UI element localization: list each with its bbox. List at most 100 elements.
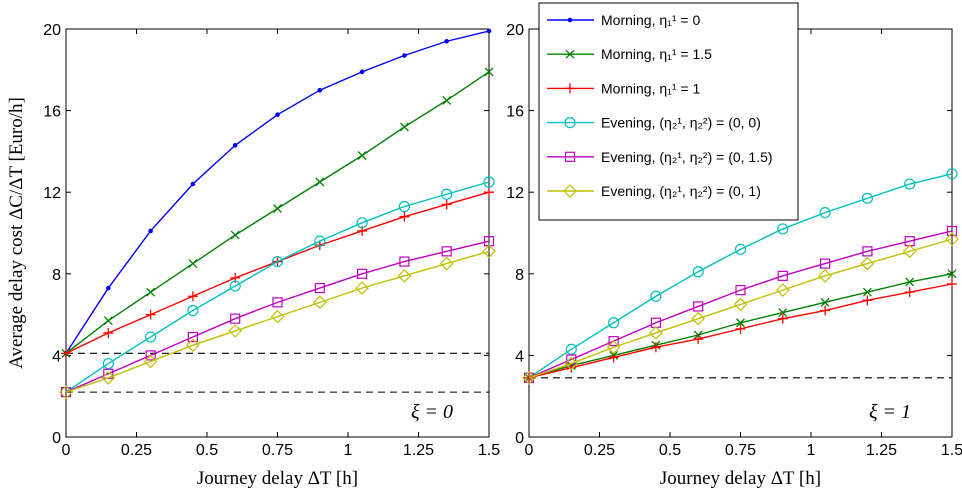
- data-point: [486, 28, 492, 34]
- panel-annotation: ξ = 1: [869, 401, 911, 423]
- data-point: [563, 184, 577, 198]
- legend: Morning, η₁¹ = 0 Morning, η₁¹ = 1.5 Mornin…: [538, 2, 799, 221]
- data-point: [734, 243, 747, 255]
- x-tick-label: 1: [344, 442, 353, 459]
- data-point: [271, 255, 284, 268]
- data-point: [692, 266, 704, 278]
- legend-label: Morning, η₁¹ = 1.5: [601, 46, 712, 62]
- legend-label: Morning, η₁¹ = 0: [601, 12, 700, 28]
- data-series: [59, 244, 496, 399]
- x-tick-label: 0: [525, 442, 534, 459]
- data-point: [230, 230, 240, 240]
- data-point: [102, 357, 114, 370]
- data-point: [232, 142, 238, 148]
- legend-entry: Evening, (η₂¹, η₂²) = (0, 1): [547, 183, 761, 199]
- data-point: [608, 336, 619, 347]
- x-tick-label: 1: [807, 442, 816, 459]
- left-chart-panel: 0 0.25 0.5 0.75 1 1.25 1.5 0 4 8 12 16 20 Journey del…: [6, 22, 500, 489]
- y-tick-label: 0: [515, 430, 524, 447]
- data-point: [819, 258, 831, 269]
- legend-entry: Evening, (η₂¹, η₂²) = (0, 1.5): [547, 149, 773, 165]
- y-tick-label: 8: [52, 267, 61, 284]
- data-point: [357, 268, 368, 279]
- data-point: [273, 204, 282, 213]
- data-point: [733, 297, 748, 312]
- data-point: [484, 187, 494, 198]
- data-point: [357, 151, 367, 160]
- y-axis-label: Average delay cost ΔC/ΔT [Euro/h]: [6, 97, 27, 369]
- data-point: [145, 309, 156, 320]
- data-point: [818, 268, 832, 283]
- legend-label: Morning, η₁¹ = 1: [601, 80, 700, 96]
- data-point: [904, 287, 915, 298]
- data-point: [359, 69, 365, 75]
- data-point: [187, 291, 198, 302]
- data-point: [945, 232, 959, 246]
- legend-entry: Morning, η₁¹ = 1.5: [547, 46, 712, 62]
- data-point: [522, 370, 536, 385]
- x-tick-label: 0.5: [196, 442, 218, 459]
- data-point: [523, 372, 535, 383]
- data-point: [947, 279, 957, 289]
- x-tick-label: 0: [62, 442, 71, 459]
- data-point: [693, 334, 704, 345]
- data-point: [399, 256, 410, 267]
- data-point: [61, 348, 71, 359]
- data-point: [736, 318, 745, 328]
- legend-label: Evening, (η₂¹, η₂²) = (0, 1): [601, 183, 761, 199]
- data-point: [399, 122, 409, 132]
- data-point: [820, 297, 830, 307]
- y-tick-label: 20: [506, 22, 524, 39]
- x-tick-label: 0.5: [659, 442, 681, 459]
- x-tick-label: 0.25: [584, 442, 615, 459]
- data-point: [145, 350, 156, 361]
- x-tick-label: 1.5: [478, 442, 500, 459]
- y-tick-label: 0: [52, 430, 61, 447]
- data-series: [523, 168, 958, 384]
- data-point: [904, 178, 916, 190]
- data-point: [607, 317, 620, 329]
- data-point: [355, 281, 369, 295]
- data-point: [312, 295, 327, 310]
- data-point: [946, 168, 958, 180]
- legend-label: Evening, (η₂¹, η₂²) = (0, 1.5): [601, 149, 773, 165]
- data-point: [735, 285, 746, 296]
- data-point: [565, 83, 575, 94]
- x-tick-label: 1.25: [403, 442, 434, 459]
- data-point: [439, 256, 454, 271]
- y-tick-label: 12: [43, 185, 61, 202]
- data-point: [483, 176, 495, 188]
- data-point: [402, 53, 407, 58]
- data-point: [148, 228, 153, 234]
- data-point: [444, 38, 450, 44]
- data-point: [947, 269, 957, 279]
- legend-entry: Morning, η₁¹ = 1: [547, 80, 700, 96]
- data-point: [775, 283, 790, 297]
- plot-area: [65, 28, 490, 438]
- y-tick-label: 12: [506, 185, 524, 202]
- x-tick-label: 0.75: [262, 442, 293, 459]
- data-point: [860, 256, 875, 271]
- data-point: [777, 270, 788, 281]
- legend-entry: Evening, (η₂¹, η₂²) = (0, 0): [547, 115, 761, 131]
- data-point: [735, 323, 746, 334]
- data-point: [441, 199, 452, 210]
- data-point: [862, 246, 873, 257]
- data-point: [143, 354, 158, 369]
- data-point: [188, 259, 198, 269]
- legend-box: [538, 2, 799, 221]
- data-point: [441, 246, 452, 257]
- data-point: [693, 301, 704, 312]
- data-series: [522, 232, 959, 385]
- data-point: [314, 282, 325, 294]
- data-point: [606, 340, 621, 355]
- series-line: [65, 250, 490, 393]
- data-point: [230, 313, 241, 324]
- data-point: [564, 356, 579, 371]
- data-point: [441, 188, 453, 200]
- data-point: [691, 311, 706, 326]
- data-point: [270, 309, 285, 324]
- series-line: [65, 181, 490, 393]
- data-point: [567, 17, 573, 23]
- data-point: [314, 235, 326, 247]
